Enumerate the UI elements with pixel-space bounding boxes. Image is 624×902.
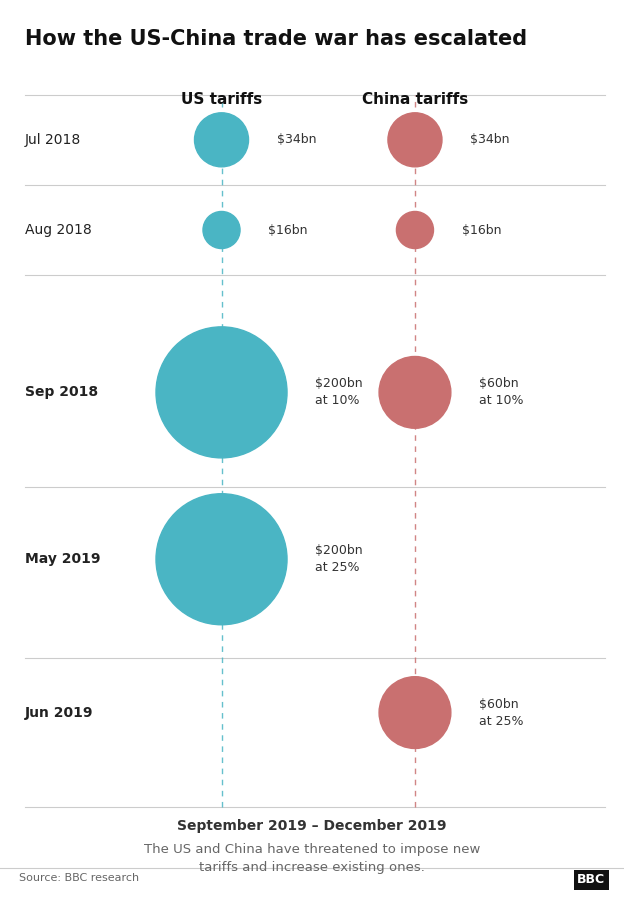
Ellipse shape: [379, 676, 451, 749]
Ellipse shape: [195, 113, 248, 167]
Text: Sep 2018: Sep 2018: [25, 385, 98, 400]
Ellipse shape: [379, 356, 451, 428]
Text: $34bn: $34bn: [470, 133, 510, 146]
Text: Jul 2018: Jul 2018: [25, 133, 81, 147]
Text: $200bn
at 25%: $200bn at 25%: [315, 544, 363, 575]
Text: $60bn
at 10%: $60bn at 10%: [479, 377, 524, 408]
Text: $34bn: $34bn: [276, 133, 316, 146]
Text: US tariffs: US tariffs: [181, 92, 262, 107]
Text: $60bn
at 25%: $60bn at 25%: [479, 697, 524, 728]
Text: $16bn: $16bn: [462, 224, 501, 236]
Text: Aug 2018: Aug 2018: [25, 223, 92, 237]
Text: September 2019 – December 2019: September 2019 – December 2019: [177, 819, 447, 833]
Ellipse shape: [388, 113, 442, 167]
Ellipse shape: [396, 211, 434, 249]
Text: How the US-China trade war has escalated: How the US-China trade war has escalated: [25, 29, 527, 49]
Text: Jun 2019: Jun 2019: [25, 705, 94, 720]
Text: The US and China have threatened to impose new
tariffs and increase existing one: The US and China have threatened to impo…: [144, 843, 480, 874]
Text: BBC: BBC: [577, 873, 605, 886]
Ellipse shape: [156, 493, 287, 625]
Text: China tariffs: China tariffs: [362, 92, 468, 107]
Text: $200bn
at 10%: $200bn at 10%: [315, 377, 363, 408]
Ellipse shape: [156, 327, 287, 458]
Ellipse shape: [203, 211, 240, 249]
Text: $16bn: $16bn: [268, 224, 308, 236]
Text: Source: BBC research: Source: BBC research: [19, 873, 139, 883]
Text: May 2019: May 2019: [25, 552, 100, 566]
